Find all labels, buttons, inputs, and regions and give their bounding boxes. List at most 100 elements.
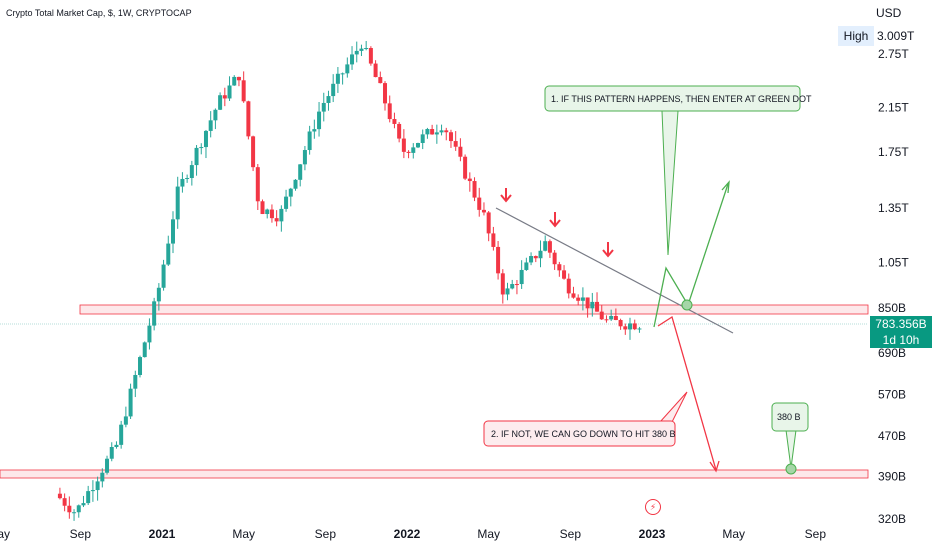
candle-body — [90, 490, 95, 492]
x-tick-label: Sep — [70, 527, 92, 541]
candle-body — [595, 301, 600, 312]
y-tick-label: 1.35T — [878, 201, 909, 215]
candle-body — [529, 256, 534, 263]
high-value: 3.009T — [877, 29, 915, 43]
candle-body — [552, 252, 557, 265]
candle-body — [392, 119, 397, 124]
candle-body — [411, 147, 416, 153]
note1-text: 1. IF THIS PATTERN HAPPENS, THEN ENTER A… — [551, 94, 812, 104]
candle-body — [142, 342, 147, 358]
candle-body — [406, 151, 411, 153]
x-tick-label: Sep — [560, 527, 582, 541]
candle-body — [189, 165, 194, 179]
candle-body — [514, 284, 519, 286]
candle-body — [170, 219, 175, 244]
x-tick-label: 2022 — [394, 527, 421, 541]
touch-arrow-3 — [602, 242, 614, 258]
bar-countdown: 1d 10h — [870, 332, 932, 348]
candles — [57, 41, 642, 521]
y-tick-label: 2.75T — [878, 47, 909, 61]
candle-body — [199, 147, 204, 149]
candle-body — [81, 503, 86, 506]
note2-text: 2. IF NOT, WE CAN GO DOWN TO HIT 380 B — [491, 429, 676, 439]
flash-icon[interactable]: ⚡ — [645, 499, 661, 515]
candle-body — [477, 197, 482, 210]
candle-body — [458, 146, 463, 157]
touch-arrow-2 — [549, 212, 561, 228]
candle-body — [312, 129, 317, 132]
candle-body — [397, 123, 402, 139]
candle-body — [208, 120, 213, 131]
candle-body — [364, 48, 369, 50]
candle-body — [279, 208, 284, 222]
candle-body — [218, 95, 223, 110]
candle-body — [401, 138, 406, 152]
candle-body — [430, 129, 435, 135]
y-tick-label: 690B — [878, 346, 906, 360]
candle-body — [109, 447, 114, 459]
target-text: 380 B — [777, 412, 801, 422]
candle-body — [345, 64, 350, 74]
bearish-scenario-path — [657, 315, 717, 471]
candle-body — [123, 416, 128, 425]
candle-body — [114, 444, 119, 448]
candle-body — [444, 130, 449, 133]
y-tick-label: 1.75T — [878, 145, 909, 159]
support-zone — [0, 469, 869, 479]
y-tick-label: 470B — [878, 429, 906, 443]
bullish-scenario-path — [653, 183, 729, 328]
y-tick-label: 390B — [878, 469, 906, 483]
candle-body — [566, 278, 571, 294]
candle-body — [420, 134, 425, 144]
candle-body — [269, 209, 274, 219]
candle-body — [368, 48, 373, 64]
candle-body — [255, 167, 260, 202]
candle-body — [637, 328, 642, 330]
candle-body — [585, 297, 590, 309]
candle-body — [251, 136, 256, 168]
candle-body — [105, 458, 110, 473]
candle-body — [227, 85, 232, 99]
time-axis: May Sep 2021 May Sep 2022 May Sep 2023 May Sep — [0, 527, 826, 541]
target-dot — [785, 463, 797, 475]
note2-box — [483, 420, 676, 447]
candle-body — [472, 181, 477, 198]
candle-body — [547, 241, 552, 253]
x-tick-label: Sep — [805, 527, 827, 541]
candle-body — [383, 83, 388, 104]
candle-body — [543, 241, 548, 251]
target-box — [771, 402, 809, 432]
y-tick-label: 850B — [878, 301, 906, 315]
candle-body — [373, 63, 378, 78]
candle-body — [194, 147, 199, 166]
candle-body — [166, 243, 171, 265]
candle-body — [321, 102, 326, 112]
candle-body — [500, 273, 505, 295]
candle-body — [609, 315, 614, 320]
candle-body — [580, 297, 585, 301]
candle-body — [246, 101, 251, 137]
candle-body — [57, 493, 62, 499]
x-tick-label: 2021 — [149, 527, 176, 541]
candle-body — [632, 323, 637, 330]
candle-body — [232, 76, 237, 86]
candle-body — [448, 132, 453, 142]
candle-body — [350, 54, 355, 65]
candle-body — [599, 311, 604, 320]
candle-body — [284, 196, 289, 209]
chart-title: Crypto Total Market Cap, $, 1W, CRYPTOCA… — [6, 8, 192, 18]
entry-green-dot — [681, 299, 693, 311]
candle-body — [180, 178, 185, 187]
note2-pointer — [659, 391, 688, 423]
candle-body — [203, 130, 208, 148]
candle-body — [628, 323, 633, 330]
candle-body — [425, 129, 430, 135]
candle-body — [72, 512, 77, 514]
candle-body — [86, 491, 91, 504]
touch-arrow-1 — [500, 188, 512, 203]
candle-body — [138, 357, 143, 375]
candle-body — [67, 505, 72, 513]
candle-body — [453, 141, 458, 147]
candle-body — [467, 178, 472, 182]
